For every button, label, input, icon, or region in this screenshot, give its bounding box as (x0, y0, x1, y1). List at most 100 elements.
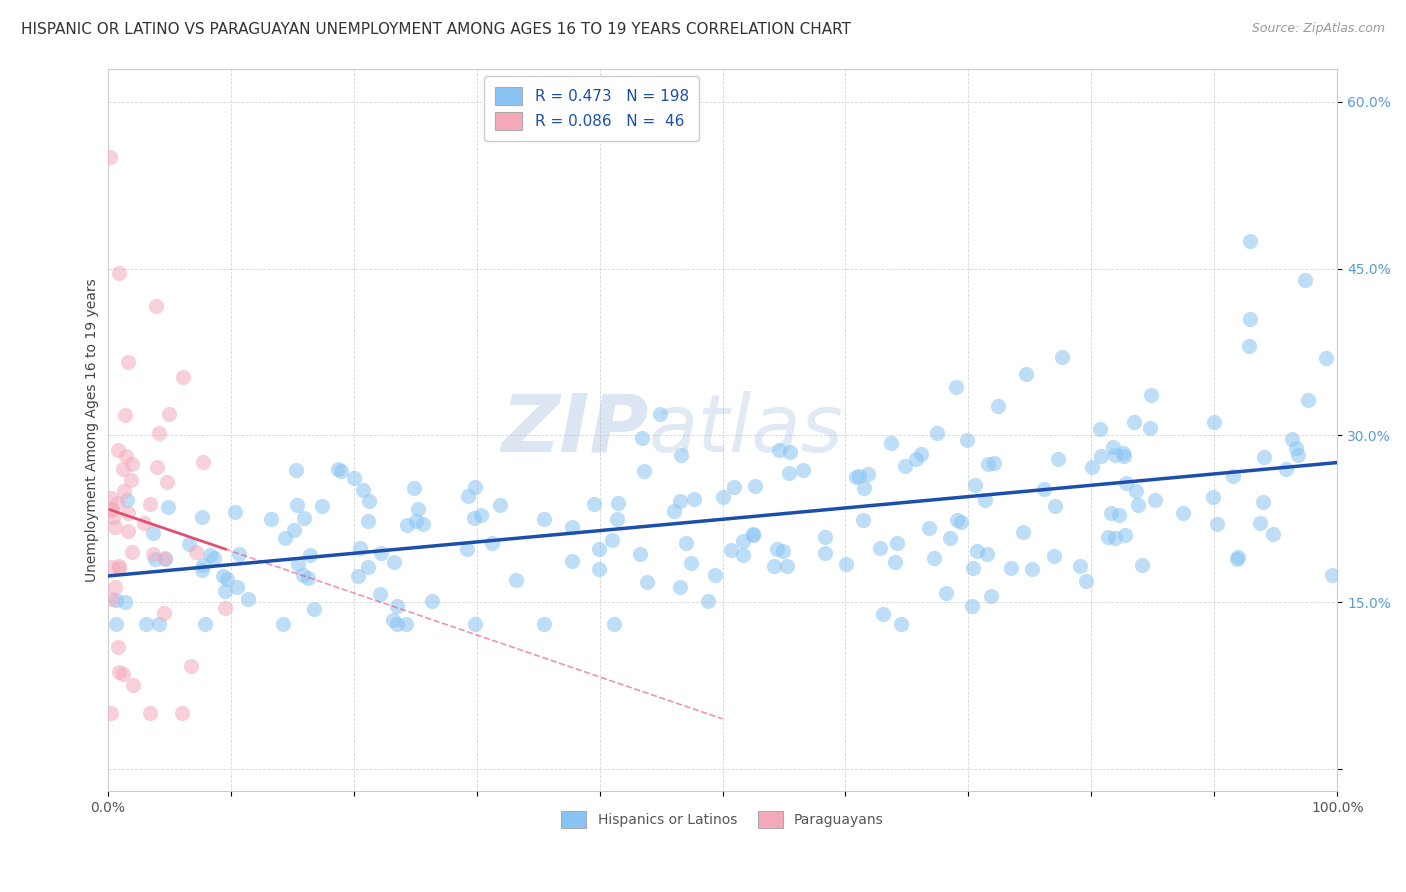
Point (214, 584, 236, 599)
Point (191, 558, 214, 572)
Point (772, 544, 794, 558)
Point (1274, 462, 1296, 476)
Point (111, 667, 134, 681)
Point (260, 511, 283, 525)
Point (194, 617, 217, 632)
Point (412, 516, 434, 531)
Point (1202, 490, 1225, 504)
Point (776, 559, 799, 574)
Point (1315, 351, 1337, 365)
Point (630, 431, 652, 445)
Point (457, 489, 479, 503)
Point (956, 433, 979, 447)
Point (1222, 469, 1244, 483)
Point (939, 531, 962, 545)
Point (1000, 561, 1022, 575)
Point (853, 481, 876, 495)
Point (139, 497, 162, 511)
Point (696, 593, 718, 607)
Point (1043, 499, 1066, 513)
Point (105, 496, 128, 510)
Point (287, 558, 309, 572)
Point (297, 570, 319, 584)
Point (1239, 234, 1261, 248)
Point (1069, 558, 1091, 573)
Point (1021, 561, 1043, 575)
Point (1239, 311, 1261, 326)
Point (1114, 527, 1136, 541)
Point (1237, 339, 1260, 353)
Point (1139, 388, 1161, 402)
Point (606, 496, 628, 510)
Point (214, 601, 236, 615)
Point (117, 524, 139, 538)
Point (662, 504, 685, 518)
Point (669, 448, 692, 462)
Point (294, 511, 316, 525)
Point (180, 659, 202, 673)
Point (224, 505, 246, 519)
Point (505, 574, 527, 588)
Point (145, 299, 167, 313)
Point (198, 548, 221, 562)
Point (101, 502, 124, 516)
Point (1102, 440, 1125, 454)
Point (385, 617, 408, 632)
Point (910, 447, 932, 461)
Point (973, 493, 995, 508)
Point (382, 555, 405, 569)
Point (121, 457, 143, 471)
Point (101, 510, 124, 524)
Point (669, 580, 692, 594)
Point (100, 592, 122, 607)
Point (723, 480, 745, 494)
Point (1104, 448, 1126, 462)
Point (1281, 433, 1303, 447)
Point (1052, 350, 1074, 364)
Text: HISPANIC OR LATINO VS PARAGUAYAN UNEMPLOYMENT AMONG AGES 16 TO 19 YEARS CORRELAT: HISPANIC OR LATINO VS PARAGUAYAN UNEMPLO… (21, 22, 851, 37)
Point (731, 549, 754, 563)
Point (139, 706, 162, 721)
Point (464, 480, 486, 494)
Point (1123, 416, 1146, 430)
Point (1043, 549, 1066, 563)
Point (582, 498, 605, 512)
Point (779, 445, 801, 459)
Point (172, 370, 194, 384)
Point (1108, 508, 1130, 523)
Point (1139, 421, 1161, 435)
Point (481, 536, 503, 550)
Point (1112, 446, 1135, 460)
Point (925, 425, 948, 440)
Point (157, 407, 180, 421)
Point (396, 517, 419, 532)
Point (744, 478, 766, 492)
Point (142, 547, 165, 561)
Point (962, 560, 984, 574)
Point (856, 467, 879, 482)
Point (1320, 567, 1343, 582)
Point (153, 551, 176, 566)
Point (104, 617, 127, 632)
Point (935, 585, 957, 599)
Point (636, 575, 658, 590)
Point (845, 470, 868, 484)
Point (108, 665, 131, 680)
Point (470, 508, 492, 522)
Point (1114, 449, 1136, 463)
Point (191, 509, 214, 524)
Point (600, 533, 623, 548)
Point (226, 580, 249, 594)
Point (886, 536, 908, 550)
Point (720, 542, 742, 557)
Point (357, 493, 380, 508)
Text: atlas: atlas (648, 391, 844, 469)
Point (1099, 506, 1122, 520)
Point (368, 587, 391, 601)
Point (107, 640, 129, 654)
Point (648, 407, 671, 421)
Point (100, 503, 122, 517)
Point (1032, 482, 1054, 496)
Point (100, 491, 122, 505)
Point (1294, 273, 1316, 287)
